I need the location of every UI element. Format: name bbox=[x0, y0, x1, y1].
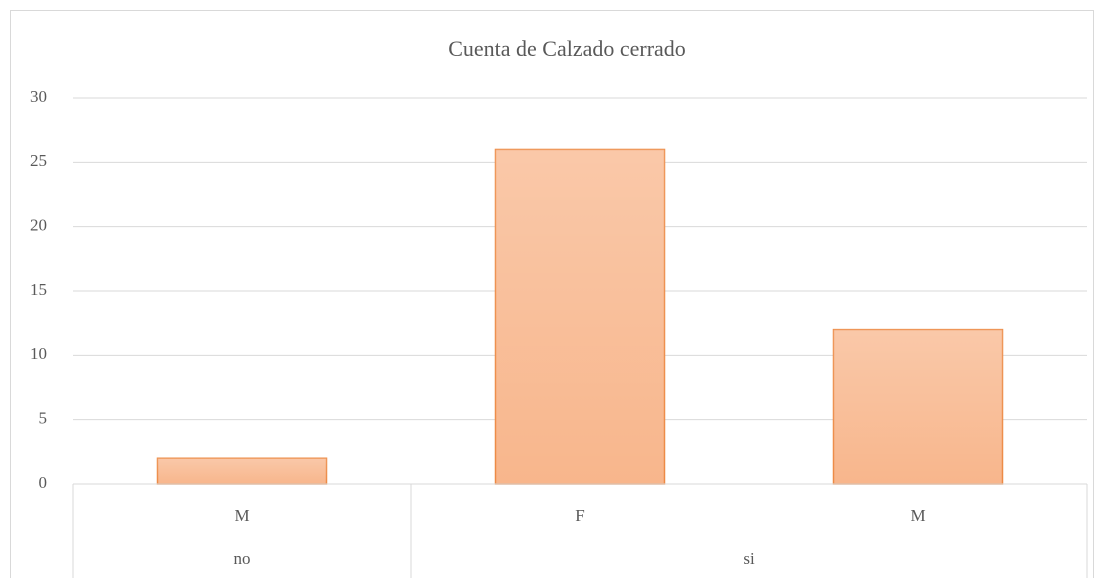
group-label: no bbox=[234, 549, 251, 568]
y-tick-label: 5 bbox=[39, 409, 48, 428]
y-tick-label: 0 bbox=[39, 473, 48, 492]
y-tick-label: 15 bbox=[30, 280, 47, 299]
y-tick-label: 30 bbox=[30, 87, 47, 106]
x-tick-label: M bbox=[234, 506, 249, 525]
chart-title: Cuenta de Calzado cerrado bbox=[448, 36, 686, 61]
y-tick-label: 10 bbox=[30, 344, 47, 363]
x-tick-label: F bbox=[575, 506, 584, 525]
x-tick-label: M bbox=[910, 506, 925, 525]
bar bbox=[494, 148, 666, 485]
y-tick-label: 25 bbox=[30, 151, 47, 170]
group-label: si bbox=[743, 549, 755, 568]
bar bbox=[832, 328, 1004, 485]
y-tick-label: 20 bbox=[30, 216, 47, 235]
chart-frame bbox=[10, 10, 1094, 578]
bar bbox=[156, 457, 328, 485]
